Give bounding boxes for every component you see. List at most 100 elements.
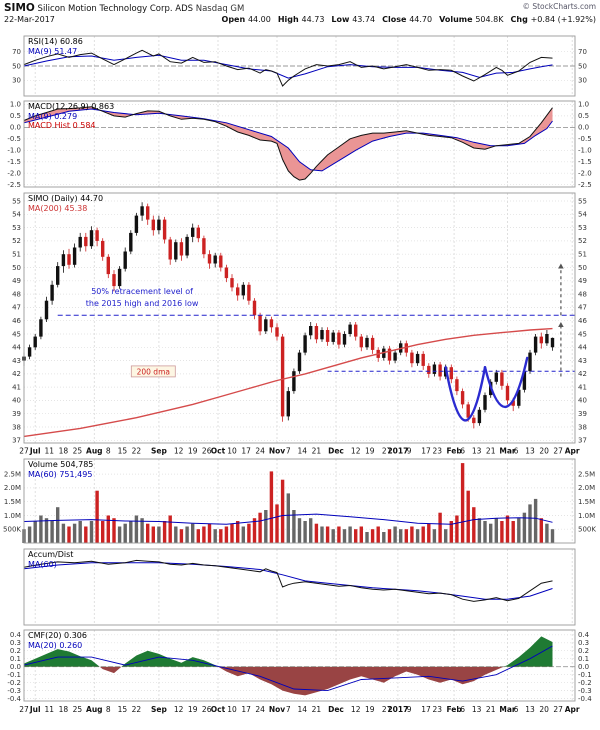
price-legend-row: SIMO (Daily) 44.70 xyxy=(28,194,104,203)
svg-text:22: 22 xyxy=(132,447,142,456)
svg-text:0.2: 0.2 xyxy=(578,647,589,655)
svg-text:-0.3: -0.3 xyxy=(7,687,21,695)
svg-text:-0.1: -0.1 xyxy=(7,671,21,679)
price-ma200-line xyxy=(23,327,553,438)
svg-text:-1.0: -1.0 xyxy=(7,147,21,155)
svg-text:70: 70 xyxy=(12,48,21,56)
svg-text:Nov: Nov xyxy=(269,447,285,456)
svg-text:200 dma: 200 dma xyxy=(137,368,170,377)
svg-text:-1.5: -1.5 xyxy=(7,158,21,166)
svg-text:7: 7 xyxy=(286,447,291,456)
svg-text:42: 42 xyxy=(578,370,587,378)
svg-text:Mar: Mar xyxy=(499,705,516,714)
svg-text:18: 18 xyxy=(59,447,69,456)
quote-field-close: Close 44.70 xyxy=(382,15,433,24)
svg-text:14: 14 xyxy=(298,705,308,714)
svg-text:Mar: Mar xyxy=(499,447,516,456)
svg-text:19: 19 xyxy=(188,705,198,714)
svg-text:Oct: Oct xyxy=(211,705,226,714)
ticker-symbol: SIMO xyxy=(4,2,35,14)
svg-text:-0.4: -0.4 xyxy=(7,695,21,703)
svg-text:Feb: Feb xyxy=(446,447,462,456)
svg-text:-0.2: -0.2 xyxy=(7,679,21,687)
svg-text:18: 18 xyxy=(59,705,69,714)
svg-text:49: 49 xyxy=(12,277,21,285)
svg-text:0.3: 0.3 xyxy=(578,639,589,647)
volume-ma-line xyxy=(23,513,553,525)
svg-text:54: 54 xyxy=(12,211,21,219)
svg-text:-2.0: -2.0 xyxy=(578,170,592,178)
svg-text:38: 38 xyxy=(12,423,21,431)
svg-text:70: 70 xyxy=(578,48,587,56)
svg-text:43: 43 xyxy=(578,357,587,365)
svg-text:1.5M: 1.5M xyxy=(578,498,595,506)
quote-field-low: Low 43.74 xyxy=(331,15,376,24)
svg-text:500K: 500K xyxy=(578,526,596,534)
price-legend: SIMO (Daily) 44.70 MA(200) 45.38 xyxy=(28,194,103,213)
svg-text:20: 20 xyxy=(539,447,549,456)
svg-text:0.5: 0.5 xyxy=(578,112,589,120)
svg-text:1.0: 1.0 xyxy=(578,101,589,109)
svg-text:27: 27 xyxy=(553,447,563,456)
svg-text:37: 37 xyxy=(578,437,587,445)
accum-dist-series xyxy=(23,559,553,602)
svg-text:Dec: Dec xyxy=(328,447,344,456)
company-name: Silicon Motion Technology Corp. ADS xyxy=(37,4,194,14)
svg-text:41: 41 xyxy=(578,383,587,391)
cmf-legend-row: MA(20) 0.260 xyxy=(28,640,83,650)
svg-text:8: 8 xyxy=(106,447,111,456)
svg-text:19: 19 xyxy=(365,447,375,456)
svg-text:2.5M: 2.5M xyxy=(4,470,21,478)
svg-text:-2.0: -2.0 xyxy=(7,170,21,178)
svg-text:24: 24 xyxy=(255,447,265,456)
svg-text:40: 40 xyxy=(12,397,21,405)
svg-text:9: 9 xyxy=(407,705,412,714)
svg-text:11: 11 xyxy=(45,705,55,714)
svg-text:12: 12 xyxy=(174,705,184,714)
svg-text:27: 27 xyxy=(382,705,392,714)
svg-text:12: 12 xyxy=(174,447,184,456)
svg-text:Aug: Aug xyxy=(86,447,103,456)
svg-text:50: 50 xyxy=(578,62,587,70)
svg-text:0.0: 0.0 xyxy=(578,663,589,671)
svg-text:50% retracement level of: 50% retracement level of xyxy=(91,287,193,296)
accum_dist-legend: Accum/Dist MA(60) xyxy=(28,550,73,569)
svg-text:23: 23 xyxy=(433,705,443,714)
svg-text:-0.5: -0.5 xyxy=(578,135,592,143)
svg-text:Apr: Apr xyxy=(565,447,580,456)
header-line2: 22-Mar-2017 Open 44.00 High 44.73 Low 43.7… xyxy=(4,15,596,24)
x-axis-labels: 27 Jul 11 18 25 Aug 8 15 22 Sep 12 19 26 Oct 10 17 24 Nov… xyxy=(19,447,580,715)
svg-text:1.0M: 1.0M xyxy=(4,512,21,520)
volume-bars xyxy=(22,463,555,543)
svg-text:17: 17 xyxy=(241,705,251,714)
svg-text:53: 53 xyxy=(578,224,587,232)
svg-text:17: 17 xyxy=(241,447,251,456)
svg-text:0.1: 0.1 xyxy=(10,655,21,663)
svg-text:9: 9 xyxy=(407,447,412,456)
svg-text:26: 26 xyxy=(202,705,212,714)
y-axis-labels: 70 70 50 50 30 30 1.0 1.0 0.5 0.5 0.0 0.0 -0.5 -0.5 -1… xyxy=(3,48,596,703)
svg-text:40: 40 xyxy=(578,397,587,405)
svg-text:13: 13 xyxy=(525,447,535,456)
svg-text:24: 24 xyxy=(255,705,265,714)
svg-text:38: 38 xyxy=(578,423,587,431)
quote-field-chg: Chg +0.84 (+1.92%) xyxy=(510,15,597,24)
rsi-legend: RSI(14) 60.86 MA(9) 51.47 xyxy=(28,37,83,56)
rsi-series xyxy=(23,49,553,87)
svg-text:55: 55 xyxy=(578,197,587,205)
svg-text:42: 42 xyxy=(12,370,21,378)
svg-text:2.0M: 2.0M xyxy=(578,484,595,492)
svg-text:15: 15 xyxy=(118,705,128,714)
svg-text:Jul: Jul xyxy=(29,447,41,456)
svg-text:13: 13 xyxy=(525,705,535,714)
svg-text:50: 50 xyxy=(12,264,21,272)
svg-text:39: 39 xyxy=(12,410,21,418)
quote-field-open: Open 44.00 xyxy=(221,15,271,24)
rsi-legend-row: RSI(14) 60.86 xyxy=(28,37,83,46)
svg-text:50: 50 xyxy=(12,62,21,70)
svg-text:-2.5: -2.5 xyxy=(7,181,21,189)
svg-text:21: 21 xyxy=(486,705,496,714)
svg-text:54: 54 xyxy=(578,211,587,219)
svg-text:-1.5: -1.5 xyxy=(578,158,592,166)
